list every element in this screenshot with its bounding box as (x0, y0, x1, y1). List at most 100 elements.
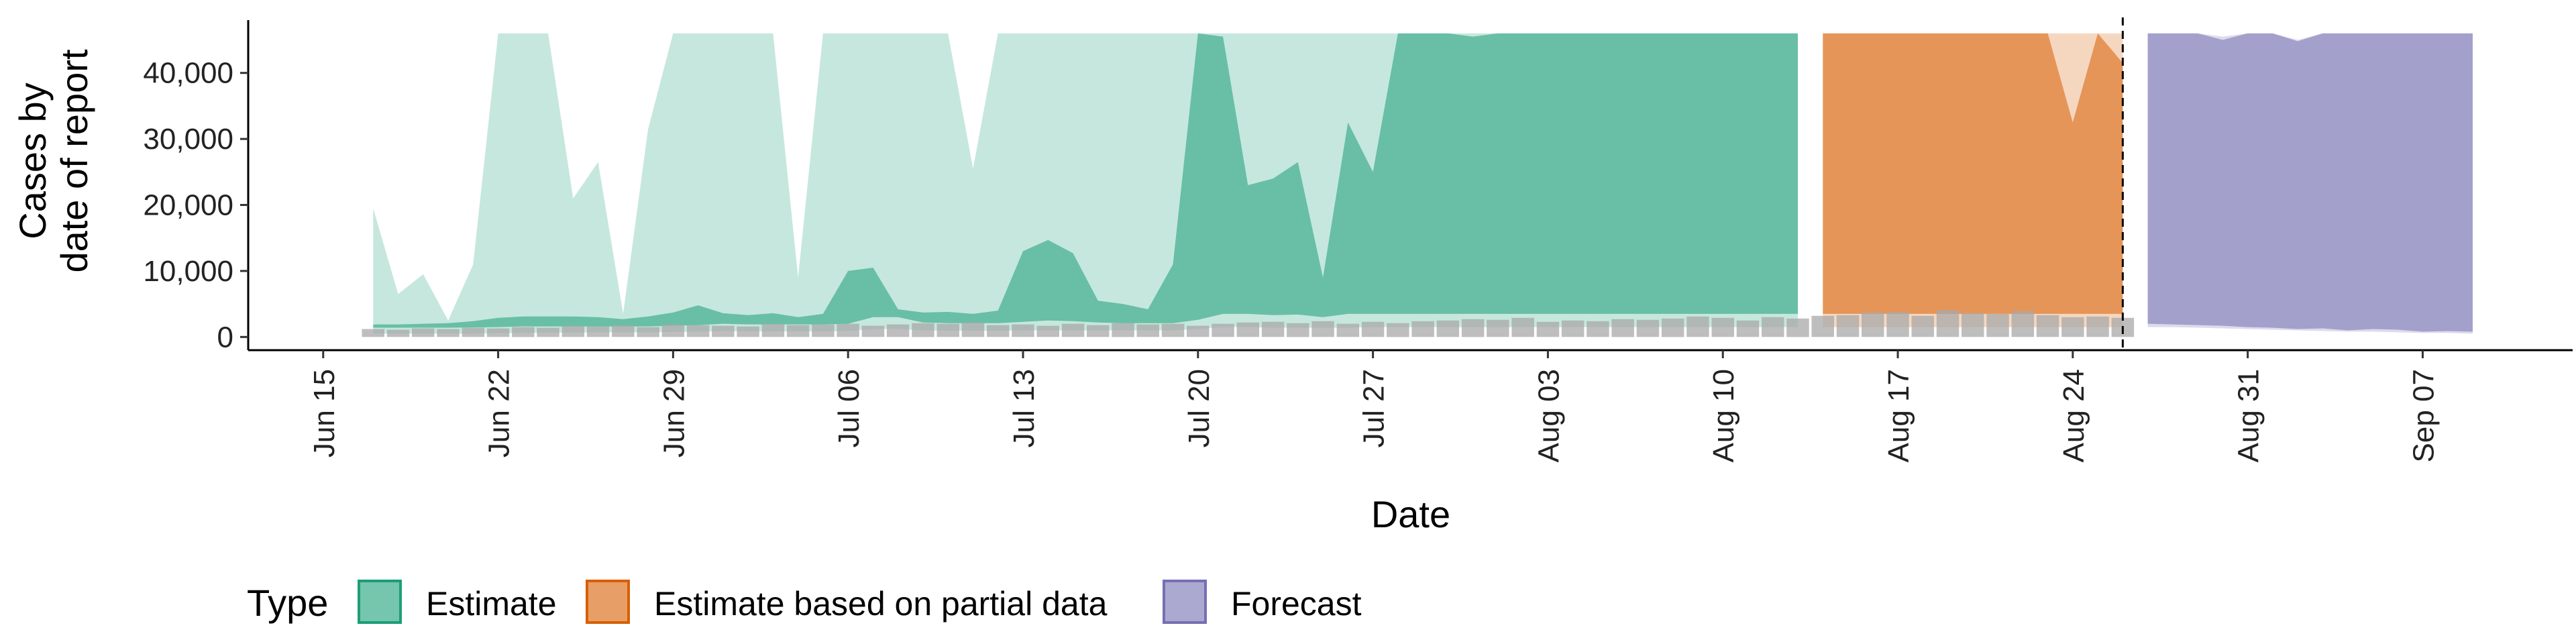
reported-cases-bar (1236, 322, 1260, 337)
x-tick-label: Jun 29 (657, 369, 690, 458)
reported-cases-bar (1511, 317, 1534, 337)
reported-cases-bar (1661, 318, 1684, 337)
reported-cases-bar (737, 326, 759, 337)
reported-cases-bar (512, 327, 535, 337)
legend-key-2 (1163, 580, 1207, 624)
x-tick-label: Jul 06 (833, 369, 865, 447)
reported-cases-bar (2011, 311, 2035, 337)
reported-cases-bar (886, 324, 910, 337)
reported-cases-bar (1212, 323, 1234, 337)
reported-cases-bar (1161, 323, 1185, 337)
y-tick-label: 10,000 (143, 255, 233, 288)
legend-title: Type (247, 582, 328, 624)
reported-cases-bar (1087, 325, 1110, 337)
reported-cases-bar (1936, 310, 1960, 337)
reported-cases-bar (386, 329, 410, 337)
reported-cases-bar (686, 325, 710, 337)
reported-cases-bar (936, 323, 959, 337)
reported-cases-bar (561, 325, 585, 337)
y-tick-label: 40,000 (143, 57, 233, 90)
reported-cases-bar (1361, 321, 1385, 337)
legend-key-0 (358, 580, 402, 624)
y-tick-label: 30,000 (143, 123, 233, 156)
reported-cases-bar (1461, 319, 1485, 337)
reported-cases-bar (2061, 317, 2084, 337)
reported-cases-bar (837, 323, 859, 337)
reported-cases-bar (1836, 315, 1860, 337)
x-tick-label: Aug 31 (2233, 369, 2265, 462)
reported-cases-bar (661, 324, 685, 337)
reported-cases-bar (961, 322, 985, 337)
x-tick-label: Sep 07 (2408, 369, 2440, 462)
reported-cases-bar (761, 323, 785, 337)
reported-cases-bar (1962, 313, 1984, 337)
x-tick-label: Aug 24 (2057, 369, 2090, 462)
reported-cases-bar (1036, 325, 1059, 337)
legend-label-1: Estimate based on partial data (654, 585, 1108, 623)
reported-cases-bar (1862, 312, 1884, 337)
reported-cases-bar (1986, 313, 2009, 337)
ribbon-50-series-1 (1823, 33, 2123, 314)
reported-cases-bar (1487, 319, 1509, 337)
reported-cases-bar (586, 326, 610, 337)
reported-cases-bar (1287, 323, 1309, 337)
reported-cases-bar (1436, 320, 1460, 337)
x-tick-label: Aug 17 (1882, 369, 1915, 462)
reported-cases-bar (1587, 321, 1609, 337)
reported-cases-bar (1636, 319, 1660, 337)
reported-cases-bar (1786, 318, 1809, 337)
reported-cases-bar (2036, 315, 2059, 337)
reported-cases-bar (1536, 321, 1560, 337)
x-tick-label: Jun 15 (308, 369, 341, 458)
reported-cases-bar (712, 325, 735, 337)
reported-cases-bar (912, 323, 934, 337)
reported-cases-bar (1261, 321, 1285, 337)
reported-cases-bar (1762, 317, 1784, 337)
y-axis-title-line1: Cases by (11, 83, 54, 239)
reported-cases-bar (1886, 311, 1909, 337)
y-tick-label: 20,000 (143, 189, 233, 222)
legend-label-0: Estimate (426, 585, 557, 623)
axes (247, 20, 2573, 352)
reported-cases-bar (812, 324, 835, 337)
reported-cases-bar (1411, 321, 1434, 337)
x-tick-label: Jul 27 (1358, 369, 1391, 447)
reported-cases-bar (2086, 316, 2109, 337)
reported-cases-bar (1611, 319, 1634, 337)
reported-cases-bar (1387, 323, 1409, 337)
reported-cases-bar (637, 327, 659, 337)
reported-cases-bar (1911, 315, 1934, 337)
reported-cases-bar (537, 327, 559, 337)
x-tick-label: Jul 13 (1008, 369, 1040, 447)
reported-cases-bar (1736, 320, 1760, 337)
reported-cases-bar (412, 328, 435, 337)
reported-cases-bar (1711, 317, 1734, 337)
reported-cases-bar (987, 325, 1010, 337)
reported-cases-bar (1311, 321, 1334, 337)
y-axis-title-line2: date of report (53, 49, 95, 273)
x-tick-label: Aug 03 (1532, 369, 1565, 462)
y-tick-label: 0 (217, 321, 233, 354)
reported-cases-bar (462, 327, 485, 337)
reported-cases-bar (1336, 323, 1360, 337)
y-axis-ticks: 0 10,000 20,000 30,000 40,000 (143, 57, 248, 354)
ribbon-50-series-2 (2147, 33, 2473, 332)
reported-cases-bar (1811, 315, 1834, 337)
reported-cases-bar (1561, 320, 1585, 337)
x-tick-label: Jun 22 (483, 369, 516, 458)
reported-cases-bar (1136, 324, 1159, 337)
reported-cases-bar (1187, 325, 1210, 337)
ribbon-50-series-0 (373, 33, 1798, 328)
reported-cases-bar (1012, 324, 1034, 337)
reported-cases-bar (861, 325, 885, 337)
legend-key-1 (586, 580, 630, 624)
reported-cases-bars (362, 310, 2135, 337)
reported-cases-bar (486, 328, 510, 337)
x-tick-label: Jul 20 (1183, 369, 1216, 447)
reported-cases-bar (1686, 316, 1709, 337)
reported-cases-bar (1061, 323, 1085, 337)
reported-cases-bar (612, 325, 635, 337)
legend-label-2: Forecast (1231, 585, 1362, 623)
reported-cases-bar (1112, 323, 1134, 337)
ribbon-layer (373, 33, 2473, 334)
